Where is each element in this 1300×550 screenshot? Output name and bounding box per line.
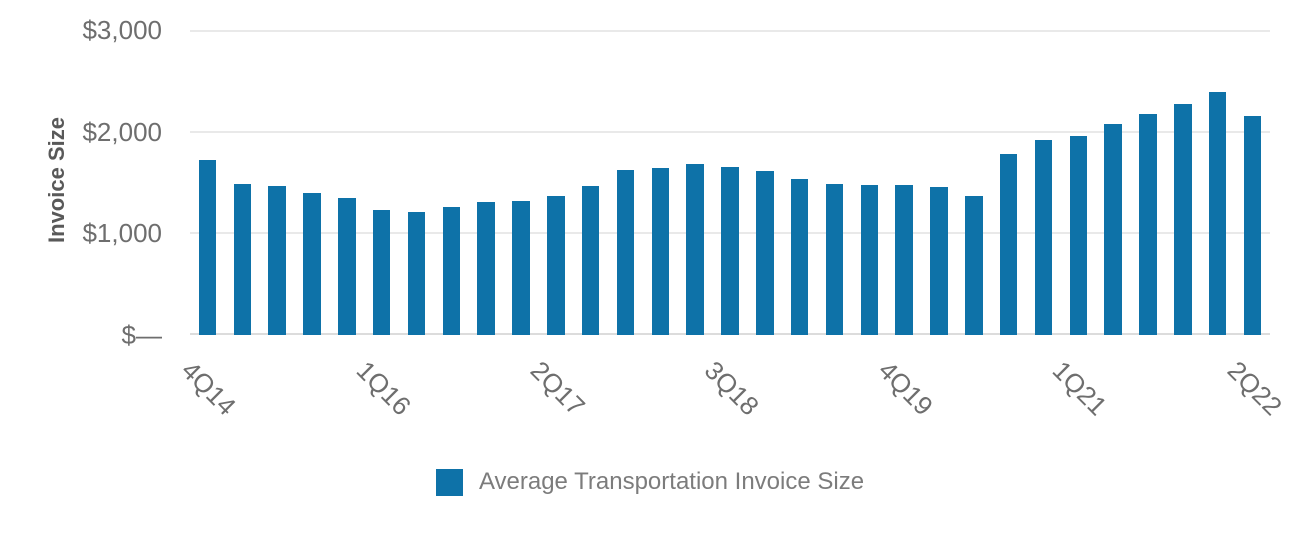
bar-4Q17	[616, 169, 635, 335]
bar-4Q18	[756, 171, 774, 335]
x-tick-label: 1Q21	[1047, 355, 1114, 422]
bar-2Q18	[686, 163, 704, 335]
y-tick-label: $2,000	[82, 116, 162, 147]
gridline	[190, 130, 1270, 133]
y-tick-label: $3,000	[82, 15, 162, 45]
bar-3Q21	[1139, 114, 1157, 335]
bar-2Q19	[825, 184, 844, 335]
bar-3Q16	[442, 207, 461, 335]
bar-1Q22	[1208, 92, 1227, 335]
y-tick-label: $1,000	[82, 218, 162, 249]
bar-1Q16	[372, 209, 391, 335]
bar-4Q21	[1174, 104, 1192, 335]
bar-1Q21	[1069, 135, 1088, 335]
gridline	[190, 30, 1270, 32]
bar-4Q15	[338, 198, 356, 335]
bar-1Q18	[651, 168, 670, 335]
bar-2Q16	[407, 211, 426, 335]
bar-2Q21	[1104, 124, 1122, 335]
bar-2Q15	[268, 186, 286, 335]
legend-color-swatch	[435, 468, 463, 496]
bar-2Q17	[547, 195, 565, 335]
bar-4Q14	[198, 160, 217, 335]
x-axis: 4Q14 1Q16 2Q17 3Q18 4Q19 1Q21 2Q22	[176, 335, 1287, 435]
bar-1Q17	[512, 201, 530, 335]
y-axis: $3,000 $2,000 $1,000 $—	[0, 15, 162, 350]
bar-4Q19	[895, 185, 913, 335]
x-tick-label: 2Q17	[524, 355, 591, 422]
bar-2Q20	[965, 196, 983, 335]
bar-1Q19	[790, 178, 809, 335]
bar-2Q22	[1243, 115, 1262, 335]
plot-area	[190, 30, 1270, 335]
bar-3Q15	[303, 193, 321, 335]
x-tick-label: 1Q16	[350, 355, 417, 422]
legend: Average Transportation Invoice Size	[0, 468, 1300, 496]
bar-4Q20	[1034, 140, 1053, 335]
x-tick-label: 4Q19	[872, 355, 940, 422]
legend-label: Average Transportation Invoice Size	[478, 468, 865, 495]
y-tick-label: $—	[121, 320, 162, 350]
bar-3Q20	[999, 154, 1018, 335]
bar-1Q15	[233, 183, 251, 335]
bar-4Q16	[477, 201, 495, 335]
bar-1Q20	[930, 186, 948, 335]
bar-3Q19	[860, 184, 879, 335]
bar-3Q18	[721, 167, 739, 335]
x-tick-label: 3Q18	[698, 355, 765, 422]
x-tick-label: 4Q14	[176, 355, 243, 422]
bar-3Q17	[581, 186, 600, 335]
x-tick-label: 2Q22	[1221, 355, 1288, 422]
